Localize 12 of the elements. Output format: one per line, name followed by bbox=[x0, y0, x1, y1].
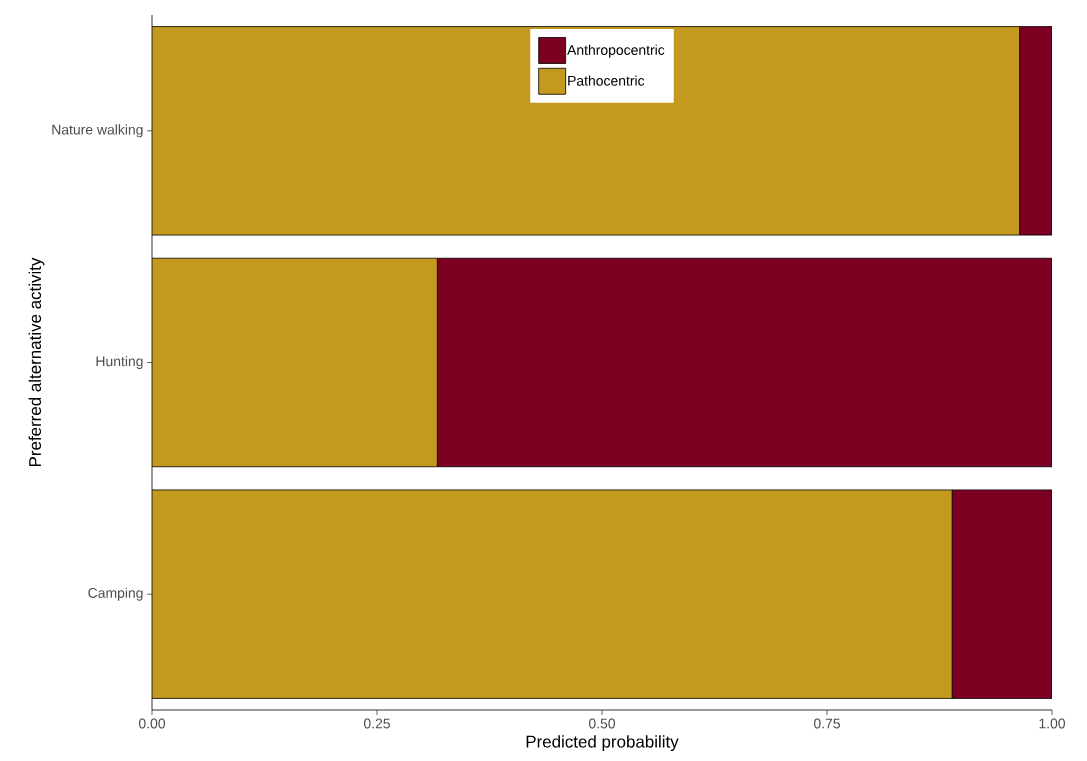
y-axis-title: Preferred alternative activity bbox=[28, 257, 45, 467]
x-tick-label: 0.00 bbox=[138, 718, 166, 729]
x-axis-title: Predicted probability bbox=[526, 735, 679, 752]
y-tick-label: Camping bbox=[88, 587, 143, 601]
x-tick-label: 1.00 bbox=[1039, 718, 1066, 729]
x-tick-label: 0.50 bbox=[588, 718, 616, 729]
x-tick-label: 0.25 bbox=[363, 718, 390, 729]
series-label: Pathocentric bbox=[568, 75, 645, 86]
y-tick-label: Nature walking bbox=[52, 124, 143, 138]
y-tick-label: Hunting bbox=[96, 355, 143, 369]
x-tick-label: 0.75 bbox=[813, 718, 840, 729]
legend-label: Anthropocentric bbox=[567, 44, 665, 58]
